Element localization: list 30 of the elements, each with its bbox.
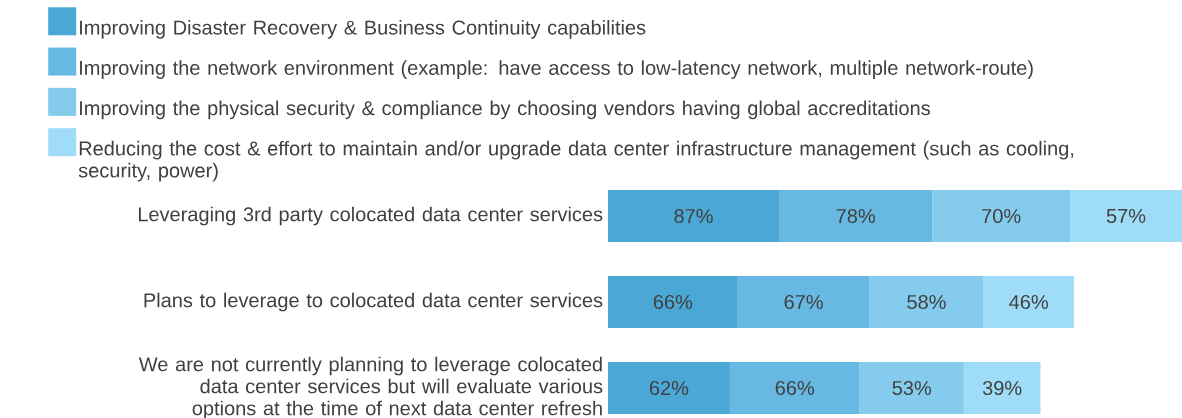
bar <box>859 362 964 415</box>
data-label: 46% <box>1009 294 1048 310</box>
data-label: 78% <box>836 208 875 224</box>
bar <box>608 190 780 242</box>
data-label: 70% <box>982 208 1021 224</box>
bar <box>608 276 738 329</box>
legend-label: Improving the physical security & compliance by choosing vendors having global accreditations <box>80 100 930 120</box>
legend-label: Reducing the cost & effort to maintain and/or upgrade data center infrastructure management (such as cooling, security, power) <box>78 140 1074 182</box>
bar <box>963 362 1041 415</box>
data-label: 66% <box>775 380 815 396</box>
y-tick-label: Plans to leverage to colocated data center services <box>144 292 603 312</box>
bar <box>869 276 984 329</box>
data-label: 58% <box>907 294 946 310</box>
data-label: 67% <box>784 294 823 310</box>
data-label: 66% <box>653 294 693 310</box>
bar <box>729 362 860 415</box>
data-label: 62% <box>649 380 689 396</box>
data-label: 87% <box>674 208 713 224</box>
y-tick-label: Leveraging 3rd party colocated data center services <box>138 206 603 226</box>
data-label: 39% <box>982 380 1022 396</box>
bar <box>932 190 1070 242</box>
bar <box>1069 190 1182 242</box>
bar <box>737 276 870 329</box>
legend-label: Improving Disaster Recovery & Business Continuity capabilities <box>80 19 646 39</box>
data-label: 53% <box>892 380 932 396</box>
legend-label: Improving the network environment (example: have access to low-latency network, multiple network-route) <box>80 60 1033 79</box>
bar <box>779 190 933 242</box>
bar <box>983 276 1074 329</box>
bar <box>608 362 730 415</box>
data-label: 57% <box>1106 208 1146 224</box>
